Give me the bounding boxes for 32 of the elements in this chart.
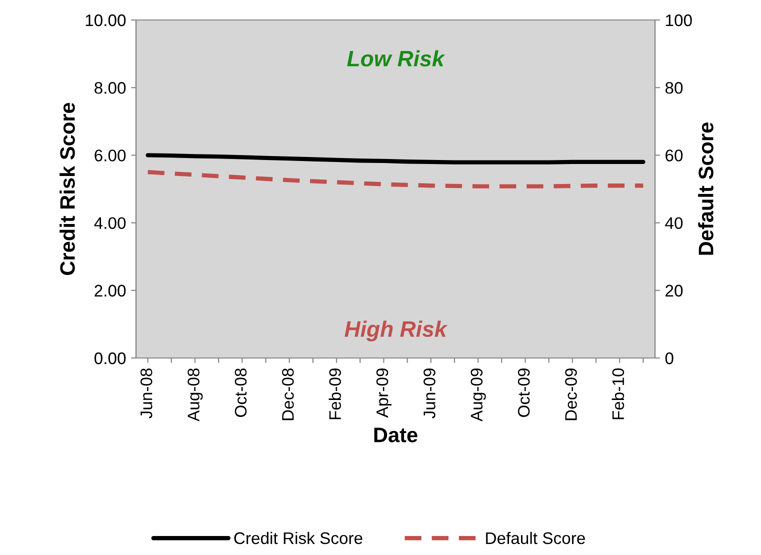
annotation: Low Risk — [347, 50, 446, 67]
x-tick-label: Jun-08 — [140, 368, 152, 418]
y2-tick-label: 60 — [666, 150, 683, 162]
y-tick-label: 4.00 — [94, 217, 126, 230]
y-axis-title: Credit Risk Score — [60, 102, 75, 275]
y2-tick-label: 20 — [666, 284, 683, 297]
line-series — [146, 153, 646, 164]
x-tick-label: Oct-09 — [518, 368, 530, 417]
y-tick-label: 8.00 — [94, 82, 126, 94]
y2-axis-title: Default Score — [698, 122, 714, 255]
y2-tick-label: 100 — [666, 14, 692, 26]
x-axis-title: Date — [374, 428, 418, 442]
x-tick-label: Jun-09 — [424, 368, 436, 418]
x-tick-label: Aug-08 — [188, 368, 203, 422]
y-tick-label: 10.00 — [86, 14, 126, 26]
x-tick-label: Aug-09 — [470, 368, 486, 422]
y-tick-label: 6.00 — [94, 150, 126, 162]
x-tick-label: Feb-09 — [328, 368, 341, 420]
annotation: High Risk — [344, 320, 448, 342]
x-tick-label: Oct-08 — [234, 368, 247, 417]
y2-tick-label: 0 — [665, 352, 674, 364]
y-tick-label: 2.00 — [94, 284, 126, 297]
x-tick-label: Dec-08 — [282, 368, 294, 420]
x-tick-label: Feb-10 — [612, 368, 624, 420]
y2-tick-label: 40 — [665, 217, 683, 230]
y-tick-label: 0.00 — [94, 352, 126, 364]
legend-label: Default Score — [486, 532, 585, 544]
legend-label: Credit Risk Score — [234, 532, 362, 544]
y2-tick-label: 80 — [665, 82, 683, 94]
x-tick-label: Apr-09 — [376, 368, 392, 418]
line-series — [146, 170, 646, 188]
x-tick-label: Dec-09 — [565, 368, 577, 420]
